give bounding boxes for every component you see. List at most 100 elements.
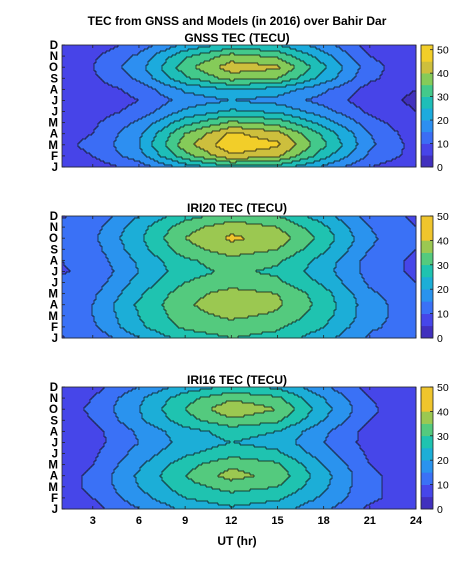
plot-frame: [61, 44, 417, 168]
y-tick-label: J: [52, 437, 58, 449]
colorbar-band: [421, 73, 433, 86]
x-tick-label: 15: [271, 515, 283, 527]
contour-lines: [62, 216, 416, 338]
y-tick-label: J: [52, 278, 58, 290]
y-tick-label: A: [50, 84, 58, 96]
y-tick-label: J: [52, 449, 58, 461]
colorbar-band: [421, 108, 433, 121]
colorbar-band: [421, 155, 433, 168]
y-tick-label: J: [52, 107, 58, 119]
colorbar-band: [421, 484, 433, 498]
y-tick-label: S: [50, 415, 58, 427]
plot-frame: [61, 215, 417, 339]
y-tick-label: F: [51, 151, 58, 163]
colorbar-tick-label: 50: [437, 45, 449, 57]
y-tick-label: J: [52, 333, 58, 345]
x-tick-label: 24: [410, 515, 423, 527]
x-tick-label: 18: [318, 515, 330, 527]
y-tick-label: M: [48, 460, 58, 472]
colorbar-tick-label: 50: [437, 382, 449, 394]
colorbar-band: [421, 423, 433, 437]
colorbar-band: [421, 264, 433, 278]
colorbar-tick-label: 20: [437, 115, 449, 127]
y-tick-label: J: [52, 95, 58, 107]
y-tick-label: M: [48, 482, 58, 494]
colorbar-tick-label: 30: [437, 92, 449, 104]
colorbar-tick-label: 0: [437, 504, 443, 516]
y-tick-label: M: [48, 140, 58, 152]
y-tick-label: O: [49, 404, 58, 416]
panel-title-iri16: IRI16 TEC (TECU): [187, 373, 287, 387]
x-tick-label: 21: [364, 515, 376, 527]
x-tick-label: 3: [90, 515, 96, 527]
colorbar-tick-label: 10: [437, 309, 449, 321]
colorbar-band: [421, 131, 433, 144]
x-tick-label: 12: [225, 515, 237, 527]
x-axis-label: UT (hr): [217, 534, 256, 548]
colorbar: 0 10 20 30 40 50: [420, 44, 449, 174]
colorbar-band: [421, 301, 433, 314]
colorbar-band: [421, 387, 433, 412]
colorbar-band: [421, 216, 433, 241]
colorbar-band: [421, 84, 433, 97]
y-tick-label: J: [52, 504, 58, 516]
y-tick-label: N: [50, 222, 58, 234]
colorbar-tick-label: 40: [437, 68, 449, 80]
y-tick-label: S: [50, 244, 58, 256]
y-tick-label: F: [51, 322, 58, 334]
colorbar-band: [421, 289, 433, 302]
colorbar-band: [421, 45, 433, 62]
colorbar-tick-label: 30: [437, 260, 449, 272]
colorbar-tick-label: 20: [437, 455, 449, 467]
y-tick-label: O: [49, 62, 58, 74]
y-tick-label: J: [52, 162, 58, 174]
x-tick-label: 6: [136, 515, 142, 527]
y-tick-label: M: [48, 289, 58, 301]
colorbar: 0 10 20 30 40 50: [420, 211, 449, 345]
y-tick-label: A: [50, 471, 58, 483]
colorbar-tick-label: 10: [437, 139, 449, 151]
contour-fill: [62, 45, 417, 168]
colorbar-band: [421, 460, 433, 473]
y-tick-label: A: [50, 426, 58, 438]
colorbar-band: [421, 411, 433, 424]
y-tick-label: D: [50, 40, 58, 52]
colorbar-band: [421, 120, 433, 133]
colorbar-band: [421, 277, 433, 290]
colorbar-band: [421, 496, 433, 510]
contour-lines: [81, 387, 383, 509]
colorbar-tick-label: 40: [437, 235, 449, 247]
colorbar-band: [421, 252, 433, 266]
y-tick-label: A: [50, 300, 58, 312]
y-tick-label: D: [50, 211, 58, 223]
colorbar-band: [421, 61, 433, 74]
colorbar-band: [421, 448, 433, 461]
y-tick-label: A: [50, 129, 58, 141]
y-tick-label: M: [48, 311, 58, 323]
colorbar-tick-label: 20: [437, 284, 449, 296]
colorbar-band: [421, 240, 433, 253]
y-tick-label: O: [49, 233, 58, 245]
contour-fill: [62, 387, 417, 510]
plot-frame: [61, 386, 417, 510]
contour-lines: [77, 45, 416, 167]
colorbar-tick-label: 10: [437, 480, 449, 492]
colorbar-tick-label: 50: [437, 211, 449, 223]
colorbar-band: [421, 435, 433, 449]
colorbar-band: [421, 325, 433, 339]
colorbar-band: [421, 143, 433, 156]
y-tick-label: F: [51, 493, 58, 505]
y-tick-label: J: [52, 266, 58, 278]
x-tick-label: 9: [182, 515, 188, 527]
panel-title-iri20: IRI20 TEC (TECU): [187, 201, 287, 215]
colorbar-tick-label: 30: [437, 431, 449, 443]
colorbar-band: [421, 472, 433, 485]
figure-title: TEC from GNSS and Models (in 2016) over …: [88, 14, 387, 28]
contour-fill: [62, 216, 417, 339]
colorbar-tick-label: 40: [437, 406, 449, 418]
